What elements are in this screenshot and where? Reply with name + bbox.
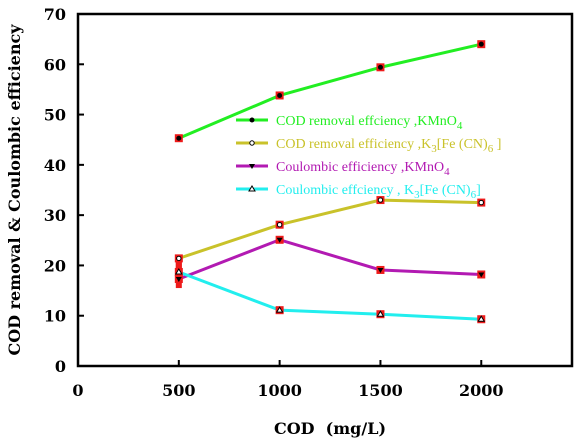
x-tick-label: 1000: [257, 381, 302, 400]
y-tick-label: 40: [44, 156, 66, 175]
x-axis-title: COD (mg/L): [274, 419, 386, 438]
legend-label: COD removal effciency ,KMnO4: [276, 114, 463, 132]
data-point: [176, 255, 182, 262]
x-axis-ticks: 0 500 1000 1500 2000: [72, 360, 504, 400]
data-point: [377, 197, 384, 203]
data-point: [174, 267, 183, 275]
data-point: [377, 267, 384, 273]
data-point: [175, 277, 182, 283]
series-4: [174, 267, 486, 324]
data-point: [478, 272, 485, 278]
plot-frame: [76, 12, 574, 368]
data-point: [478, 199, 484, 206]
legend-label: COD removal efficiency ,K3[Fe (CN)6 ]: [276, 137, 501, 155]
data-point: [276, 221, 283, 228]
data-point: [276, 237, 283, 243]
legend-marker: [248, 185, 256, 192]
y-tick-label: 50: [44, 106, 66, 125]
legend-marker: [249, 117, 255, 123]
series-3: [174, 235, 486, 284]
y-tick-label: 70: [44, 5, 66, 24]
y-tick-label: 0: [55, 357, 66, 376]
series-layer: [174, 40, 486, 324]
y-tick-label: 10: [44, 307, 66, 326]
data-point: [478, 41, 484, 47]
x-tick-label: 500: [162, 381, 195, 400]
legend-label: Coulombic efficiency ,KMnO4: [276, 160, 450, 178]
series-line: [178, 270, 482, 321]
y-tick-label: 30: [44, 206, 66, 225]
data-point: [275, 306, 284, 313]
y-tick-label: 60: [44, 55, 66, 74]
y-axis-title: COD removal & Coulombic efficiency: [5, 24, 24, 356]
legend-marker: [249, 164, 255, 169]
data-point: [277, 92, 283, 98]
series-1: [174, 40, 486, 143]
x-tick-label: 1500: [358, 381, 403, 400]
legend: COD removal effciency ,KMnO4 COD removal …: [236, 114, 501, 201]
series-line: [178, 198, 482, 260]
data-point: [477, 315, 486, 322]
legend-marker: [249, 140, 255, 146]
series-line: [178, 42, 482, 140]
data-point: [176, 135, 182, 141]
series-line: [178, 238, 482, 281]
x-tick-label: 0: [72, 381, 83, 400]
y-axis-ticks: 0 10 20 30 40 50 60 70: [44, 5, 84, 376]
series-2: [174, 196, 486, 263]
y-tick-label: 20: [44, 256, 66, 275]
x-tick-label: 2000: [459, 381, 504, 400]
data-point: [376, 310, 385, 317]
data-point: [377, 64, 383, 70]
legend-label: Coulombic effciency , K3[Fe (CN)6]: [276, 183, 481, 201]
